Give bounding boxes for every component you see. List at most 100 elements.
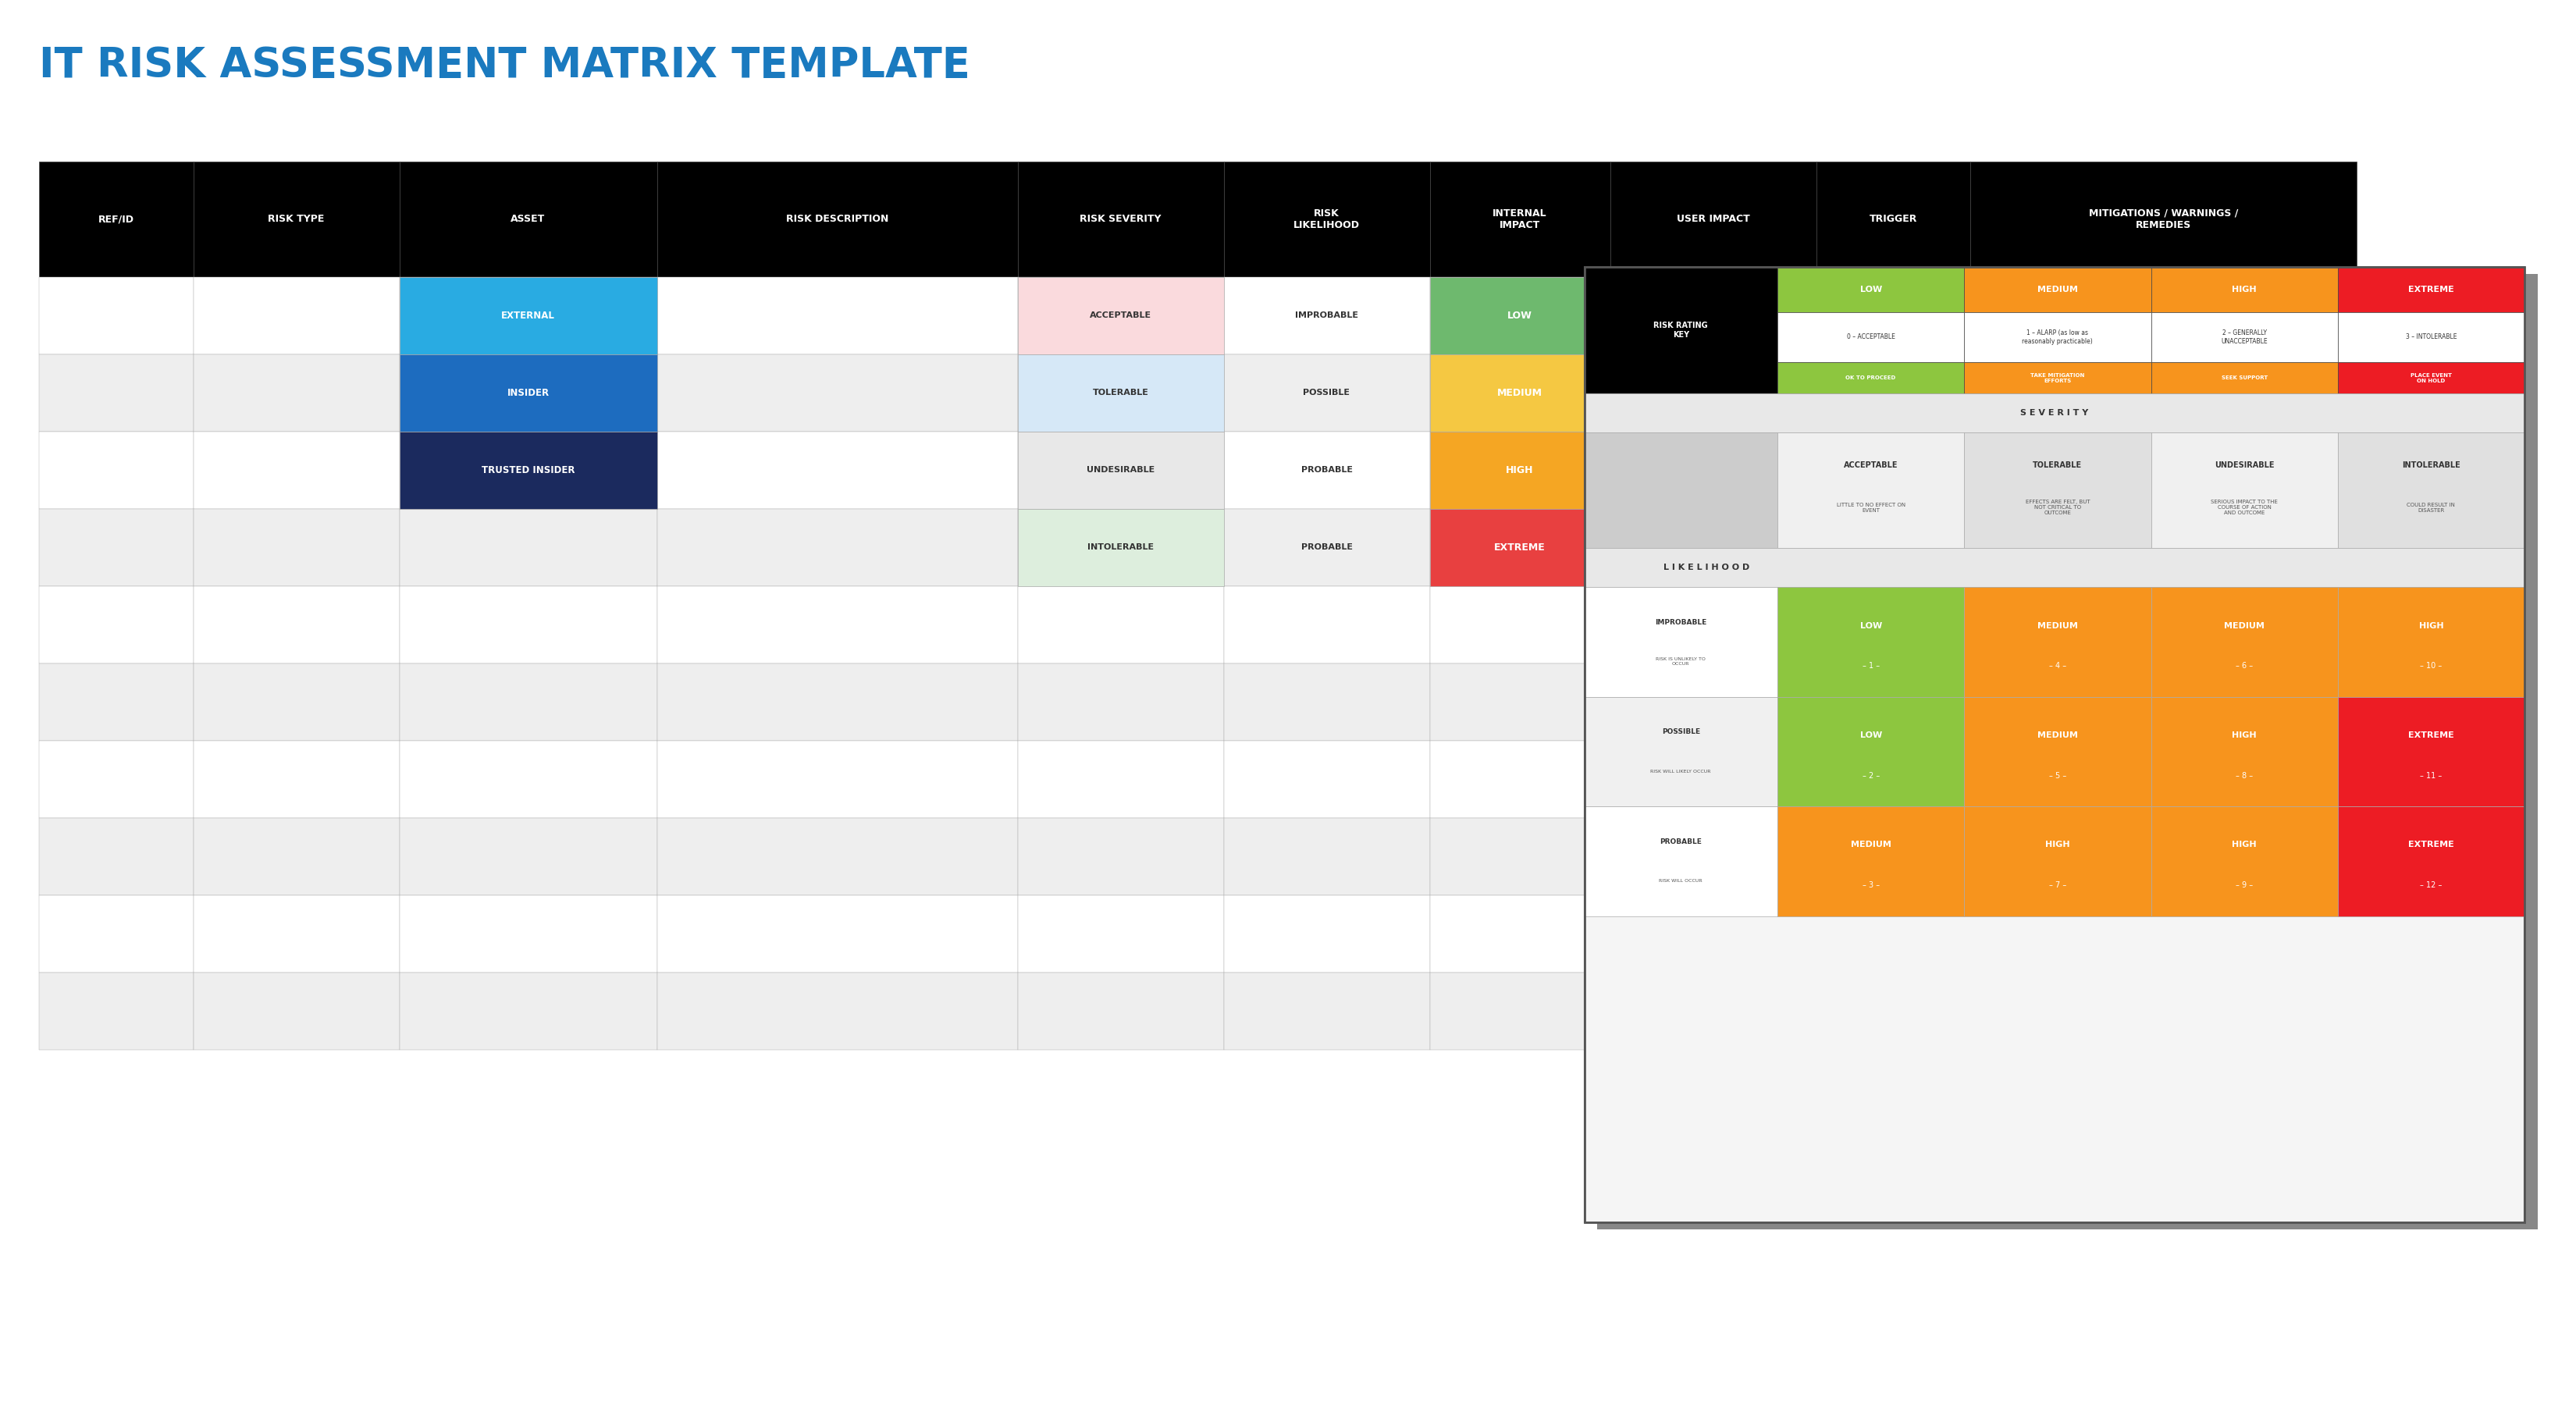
FancyBboxPatch shape: [657, 895, 1018, 972]
FancyBboxPatch shape: [2339, 312, 2524, 362]
FancyBboxPatch shape: [1777, 806, 1963, 916]
FancyBboxPatch shape: [1610, 740, 1816, 818]
Text: – 4 –: – 4 –: [2048, 662, 2066, 670]
FancyBboxPatch shape: [657, 586, 1018, 663]
FancyBboxPatch shape: [2151, 587, 2339, 697]
Text: REF/ID: REF/ID: [98, 214, 134, 225]
Text: – 12 –: – 12 –: [2419, 881, 2442, 889]
Text: HIGH: HIGH: [2045, 842, 2071, 849]
FancyBboxPatch shape: [1971, 663, 2357, 740]
FancyBboxPatch shape: [399, 162, 657, 277]
FancyBboxPatch shape: [1610, 818, 1816, 895]
FancyBboxPatch shape: [2151, 806, 2339, 916]
FancyBboxPatch shape: [193, 972, 399, 1050]
Text: HIGH: HIGH: [2231, 732, 2257, 739]
FancyBboxPatch shape: [1963, 267, 2151, 312]
FancyBboxPatch shape: [2151, 312, 2339, 362]
Text: 1 – ALARP (as low as
reasonably practicable): 1 – ALARP (as low as reasonably practica…: [2022, 330, 2092, 344]
FancyBboxPatch shape: [193, 818, 399, 895]
Text: TOLERABLE: TOLERABLE: [1092, 389, 1149, 396]
FancyBboxPatch shape: [399, 277, 657, 354]
Text: – 6 –: – 6 –: [2236, 662, 2254, 670]
FancyBboxPatch shape: [1430, 740, 1610, 818]
FancyBboxPatch shape: [657, 818, 1018, 895]
Text: POSSIBLE: POSSIBLE: [1662, 728, 1700, 735]
FancyBboxPatch shape: [1597, 274, 2537, 1229]
FancyBboxPatch shape: [1018, 431, 1224, 509]
FancyBboxPatch shape: [1777, 587, 1963, 697]
Text: HIGH: HIGH: [2231, 842, 2257, 849]
FancyBboxPatch shape: [1430, 277, 1610, 354]
FancyBboxPatch shape: [657, 431, 1018, 509]
FancyBboxPatch shape: [193, 663, 399, 740]
FancyBboxPatch shape: [1971, 431, 2357, 509]
FancyBboxPatch shape: [1971, 818, 2357, 895]
FancyBboxPatch shape: [1963, 697, 2151, 806]
FancyBboxPatch shape: [399, 818, 657, 895]
FancyBboxPatch shape: [193, 354, 399, 431]
FancyBboxPatch shape: [1971, 586, 2357, 663]
FancyBboxPatch shape: [1584, 267, 1777, 393]
FancyBboxPatch shape: [1584, 806, 1777, 916]
Text: – 2 –: – 2 –: [1862, 771, 1880, 780]
FancyBboxPatch shape: [399, 663, 657, 740]
Text: RISK
LIKELIHOOD: RISK LIKELIHOOD: [1293, 208, 1360, 230]
FancyBboxPatch shape: [1430, 663, 1610, 740]
FancyBboxPatch shape: [39, 277, 193, 354]
Text: LOW: LOW: [1860, 732, 1883, 739]
FancyBboxPatch shape: [399, 354, 657, 431]
FancyBboxPatch shape: [1816, 162, 1971, 277]
FancyBboxPatch shape: [1610, 663, 1816, 740]
Text: ACCEPTABLE: ACCEPTABLE: [1090, 312, 1151, 319]
Text: – 9 –: – 9 –: [2236, 881, 2254, 889]
FancyBboxPatch shape: [1018, 740, 1224, 818]
FancyBboxPatch shape: [1224, 895, 1430, 972]
FancyBboxPatch shape: [1584, 587, 1777, 697]
Text: LITTLE TO NO EFFECT ON
EVENT: LITTLE TO NO EFFECT ON EVENT: [1837, 503, 1906, 513]
FancyBboxPatch shape: [399, 509, 657, 586]
Text: – 11 –: – 11 –: [2419, 771, 2442, 780]
Text: PROBABLE: PROBABLE: [1301, 466, 1352, 473]
FancyBboxPatch shape: [193, 586, 399, 663]
FancyBboxPatch shape: [1816, 740, 1971, 818]
Text: RISK WILL OCCUR: RISK WILL OCCUR: [1659, 880, 1703, 882]
FancyBboxPatch shape: [39, 895, 193, 972]
Text: INTOLERABLE: INTOLERABLE: [1087, 544, 1154, 551]
Text: TRIGGER: TRIGGER: [1870, 214, 1917, 225]
FancyBboxPatch shape: [39, 972, 193, 1050]
Text: RISK TYPE: RISK TYPE: [268, 214, 325, 225]
Text: MEDIUM: MEDIUM: [2223, 622, 2264, 629]
Text: LOW: LOW: [1507, 311, 1533, 320]
FancyBboxPatch shape: [1816, 277, 1971, 354]
FancyBboxPatch shape: [1224, 586, 1430, 663]
Text: INTERNAL
IMPACT: INTERNAL IMPACT: [1492, 208, 1548, 230]
Text: EXTREME: EXTREME: [1494, 542, 1546, 552]
Text: RISK WILL LIKELY OCCUR: RISK WILL LIKELY OCCUR: [1651, 770, 1710, 773]
Text: IMPROBABLE: IMPROBABLE: [1654, 618, 1708, 625]
FancyBboxPatch shape: [1610, 431, 1816, 509]
FancyBboxPatch shape: [657, 354, 1018, 431]
FancyBboxPatch shape: [1018, 895, 1224, 972]
FancyBboxPatch shape: [1018, 509, 1224, 586]
Text: HIGH: HIGH: [1700, 388, 1726, 398]
Text: PROBABLE: PROBABLE: [1659, 837, 1703, 844]
FancyBboxPatch shape: [1584, 697, 1777, 806]
FancyBboxPatch shape: [1018, 277, 1224, 354]
FancyBboxPatch shape: [657, 663, 1018, 740]
FancyBboxPatch shape: [399, 895, 657, 972]
FancyBboxPatch shape: [39, 162, 193, 277]
FancyBboxPatch shape: [1430, 354, 1610, 431]
FancyBboxPatch shape: [1971, 509, 2357, 586]
FancyBboxPatch shape: [1584, 267, 2524, 1222]
FancyBboxPatch shape: [1224, 509, 1430, 586]
FancyBboxPatch shape: [399, 354, 657, 431]
FancyBboxPatch shape: [1610, 162, 1816, 277]
FancyBboxPatch shape: [1610, 509, 1816, 586]
FancyBboxPatch shape: [1430, 509, 1610, 586]
Text: USER IMPACT: USER IMPACT: [1677, 214, 1749, 225]
FancyBboxPatch shape: [1430, 431, 1610, 509]
FancyBboxPatch shape: [1816, 431, 1971, 509]
FancyBboxPatch shape: [1777, 312, 1963, 362]
Text: 3 – INTOLERABLE: 3 – INTOLERABLE: [2406, 334, 2458, 341]
FancyBboxPatch shape: [193, 740, 399, 818]
